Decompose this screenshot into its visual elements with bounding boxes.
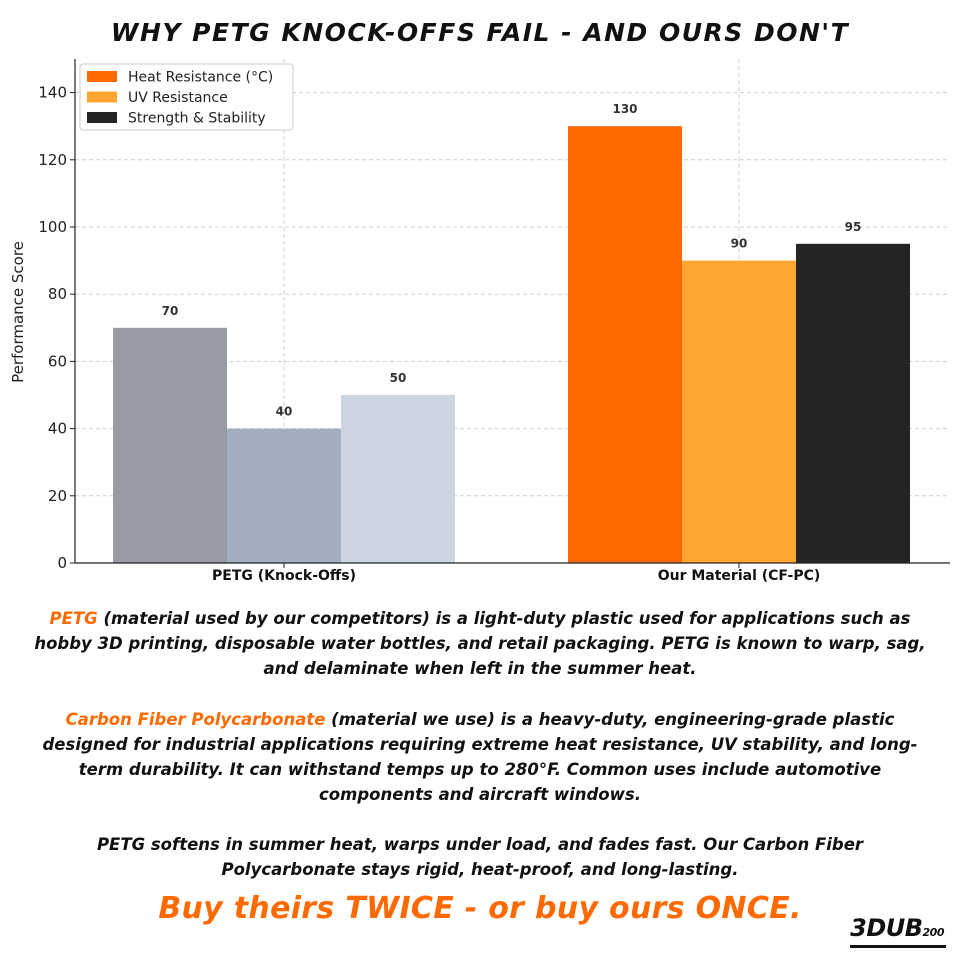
y-axis-label: Performance Score [9,241,27,383]
legend: Heat Resistance (°C) UV Resistance Strengt… [79,63,294,131]
bar-petg-2 [341,395,455,563]
data-label: 40 [276,405,293,419]
bar-cfpc-1 [682,260,796,563]
summary-text: PETG softens in summer heat, warps under… [96,835,864,879]
legend-label: Strength & Stability [128,111,266,127]
legend-swatch [87,91,117,103]
legend-swatch [87,71,117,82]
page-title: WHY PETG KNOCK-OFFS FAIL - AND OURS DON'… [110,18,850,47]
cfpc-highlight: Carbon Fiber Polycarbonate [65,710,326,729]
x-category-label: PETG (Knock-Offs) [212,568,356,584]
bars [113,126,910,564]
y-tick-label: 80 [48,285,67,303]
bar-cfpc-0 [568,126,682,563]
bar-petg-1 [227,428,341,563]
y-tick-label: 40 [48,420,67,438]
brand-logo-main: 3DUB [850,914,923,942]
legend-box [79,63,294,131]
tagline: Buy theirs TWICE - or buy ours ONCE. [158,891,802,926]
legend-swatch [87,112,117,123]
brand-logo-sub: 200 [922,926,945,939]
y-tick-label: 100 [38,218,67,236]
data-label: 130 [612,102,637,116]
bar-cfpc-2 [796,243,910,564]
petg-description-body: (material used by our competitors) is a … [34,609,926,678]
legend-label: Heat Resistance (°C) [128,70,273,86]
cfpc-description-body: (material we use) is a heavy-duty, engin… [42,710,918,804]
brand-logo: 3DUB200 [850,914,946,948]
bar-petg-0 [113,327,227,563]
data-label: 95 [845,220,862,234]
data-labels: 70 40 50 130 90 95 [162,102,862,418]
y-tick-label: 20 [48,487,67,505]
data-label: 50 [390,371,407,385]
data-label: 90 [731,237,748,251]
cfpc-description: Carbon Fiber Polycarbonate (material we … [30,707,930,807]
bar-chart: 70 40 50 130 90 95 0 20 40 60 80 100 120 140 PETG (Kn… [9,59,950,584]
y-tick-label: 120 [38,151,67,169]
y-tick-label: 60 [48,352,67,370]
data-label: 70 [162,304,179,318]
axes: 0 20 40 60 80 100 120 140 PETG (Knock-Offs) Our M… [38,59,950,584]
y-tick-label: 0 [57,554,67,572]
y-tick-label: 140 [38,84,67,102]
legend-label: UV Resistance [128,90,228,106]
x-category-label: Our Material (CF-PC) [658,568,821,584]
petg-description: PETG (material used by our competitors) … [30,606,930,681]
petg-highlight: PETG [49,609,98,628]
